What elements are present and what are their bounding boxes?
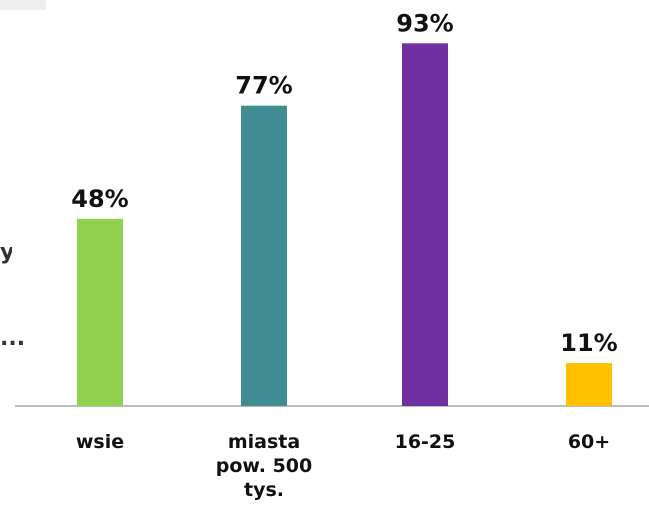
bar-1	[77, 219, 123, 406]
bar-4	[566, 363, 612, 406]
tick-label-2: miasta pow. 500 tys.	[209, 430, 319, 502]
tick-label-4: 60+	[524, 430, 649, 454]
data-label-4: 11%	[560, 329, 617, 357]
data-label-1: 48%	[71, 185, 128, 213]
tick-label-3: 16-25	[360, 430, 490, 454]
bar-3	[402, 43, 448, 406]
data-label-2: 77%	[235, 72, 292, 100]
bars-group: 48% 77% 93% 11%	[71, 9, 617, 406]
tick-label-1: wsie	[35, 430, 165, 454]
data-label-3: 93%	[396, 9, 453, 37]
bar-2	[241, 106, 287, 406]
